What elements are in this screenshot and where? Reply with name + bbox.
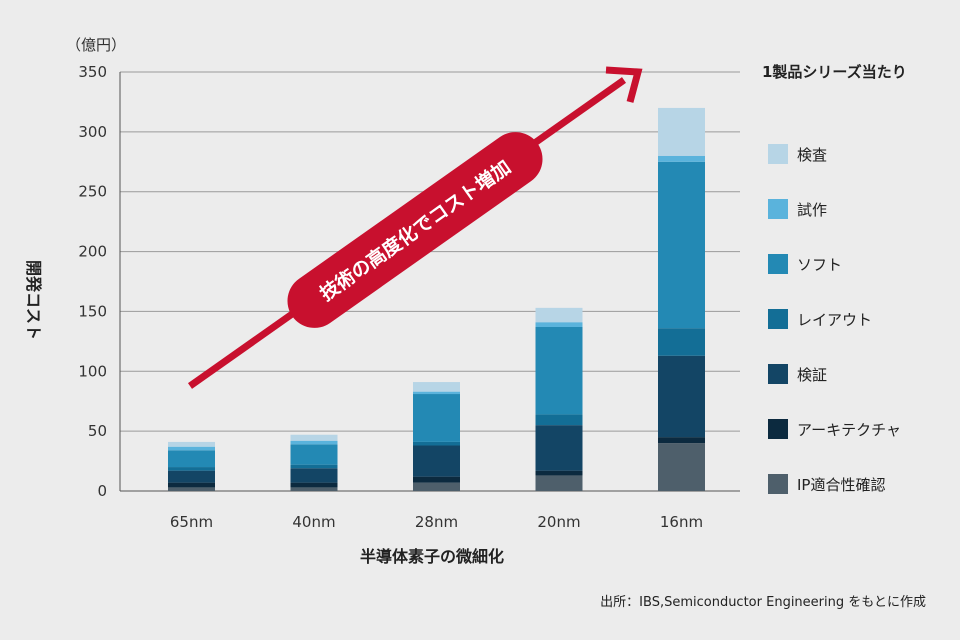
legend-title: 1製品シリーズ当たり [762, 63, 907, 81]
bar-segment [168, 482, 215, 488]
bar-segment [168, 467, 215, 471]
bar-segment [413, 382, 460, 392]
legend-label: レイアウト [797, 311, 872, 329]
bar-segment [535, 470, 583, 476]
bar-segment [168, 450, 215, 468]
legend-label: IP適合性確認 [797, 476, 885, 494]
x-tick-label: 20nm [537, 513, 580, 531]
trend-callout-pill [287, 132, 543, 328]
x-tick-label: 40nm [292, 513, 335, 531]
legend-label: アーキテクチャ [797, 421, 901, 439]
bars [168, 107, 705, 491]
legend-swatch [768, 474, 788, 494]
bar-segment [290, 468, 338, 483]
trend-arrow-head [605, 66, 643, 103]
bar-segment [290, 464, 338, 469]
legend-label: 検証 [797, 366, 827, 384]
bar-segment [413, 482, 460, 491]
bar-segment [658, 107, 705, 156]
y-unit-label: （億円） [66, 36, 126, 54]
legend-swatch [768, 254, 788, 274]
bar-segment [535, 425, 583, 471]
x-tick-label: 16nm [660, 513, 703, 531]
bar-segment [413, 441, 460, 446]
bar-segment [168, 446, 215, 451]
y-tick-label: 200 [78, 243, 107, 261]
bar-segment [658, 155, 705, 162]
bar-segment [290, 482, 338, 488]
bar-segment [168, 470, 215, 483]
bar-segment [413, 476, 460, 483]
bar-segment [535, 414, 583, 426]
y-tick-label: 150 [78, 302, 107, 320]
legend-label: 検査 [797, 146, 827, 164]
legend-swatch [768, 419, 788, 439]
bar-segment [658, 161, 705, 329]
bar-segment [290, 440, 338, 445]
bar-segment [290, 444, 338, 465]
bar-segment [413, 445, 460, 477]
y-tick-labels: 0 50 100 150 200 250 300 350 [78, 63, 107, 500]
legend-swatch [768, 309, 788, 329]
y-tick-label: 50 [88, 422, 107, 440]
legend-swatch [768, 364, 788, 384]
bar-segment [658, 355, 705, 438]
bar-segment [413, 394, 460, 442]
y-axis-label: 開発コスト [24, 260, 43, 340]
y-tick-label: 300 [78, 123, 107, 141]
y-tick-label: 350 [78, 63, 107, 81]
bar-segment [658, 437, 705, 444]
x-tick-labels: 65nm 40nm 28nm 20nm 16nm [170, 513, 703, 531]
bar-segment [658, 443, 705, 491]
bar-segment [290, 434, 338, 441]
x-axis-label: 半導体素子の微細化 [360, 547, 504, 566]
y-tick-label: 250 [78, 183, 107, 201]
trend-callout-text: 技術の高度化でコスト増加 [315, 155, 515, 305]
legend-swatch [768, 144, 788, 164]
bar-segment [535, 322, 583, 327]
x-tick-label: 28nm [415, 513, 458, 531]
y-tick-label: 100 [78, 362, 107, 380]
source-note: 出所：IBS,Semiconductor Engineering をもとに作成 [600, 595, 926, 610]
bar-segment [168, 487, 215, 491]
bar-segment [658, 328, 705, 356]
bar-segment [535, 475, 583, 491]
bar-segment [535, 307, 583, 323]
y-tick-label: 0 [97, 482, 107, 500]
legend-label: ソフト [797, 256, 842, 274]
bar-segment [535, 326, 583, 415]
legend-label: 試作 [797, 201, 827, 219]
bar-segment [413, 391, 460, 395]
bar-segment [290, 487, 338, 491]
bar-segment [168, 441, 215, 447]
legend-swatch [768, 199, 788, 219]
trend-callout: 技術の高度化でコスト増加 [287, 132, 543, 328]
x-tick-label: 65nm [170, 513, 213, 531]
